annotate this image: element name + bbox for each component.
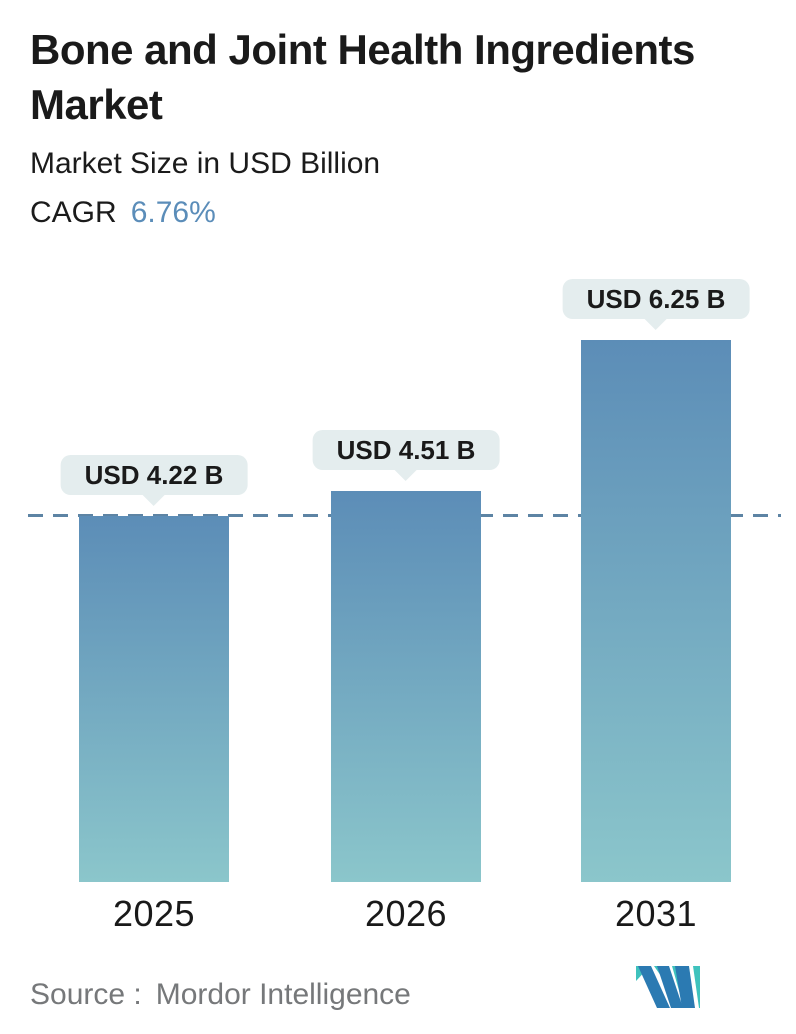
x-axis-label-2025: 2025	[112, 893, 196, 934]
bar-2026	[331, 491, 481, 882]
x-axis-label-2026: 2026	[364, 893, 448, 934]
source-text: Source : Mordor Intelligence	[30, 978, 411, 1012]
value-label-2025: USD 4.22 B	[60, 455, 248, 495]
chart-subtitle: Market Size in USD Billion	[30, 146, 381, 180]
bar-2031	[581, 340, 731, 882]
x-axis-label-2031: 2031	[614, 893, 698, 934]
mordor-intelligence-logo	[636, 966, 700, 1008]
cagr-label: CAGR	[30, 195, 117, 229]
bar-2025	[79, 516, 229, 882]
cagr-value: 6.76%	[130, 195, 216, 229]
header: Bone and Joint Health Ingredients Market…	[30, 22, 750, 230]
cagr-row: CAGR 6.76%	[30, 196, 750, 230]
source-value: Mordor Intelligence	[155, 978, 411, 1011]
value-label-2026: USD 4.51 B	[312, 430, 500, 470]
value-label-2031: USD 6.25 B	[562, 279, 750, 319]
page-title: Bone and Joint Health Ingredients Market	[30, 26, 695, 129]
source-label: Source :	[30, 978, 142, 1011]
